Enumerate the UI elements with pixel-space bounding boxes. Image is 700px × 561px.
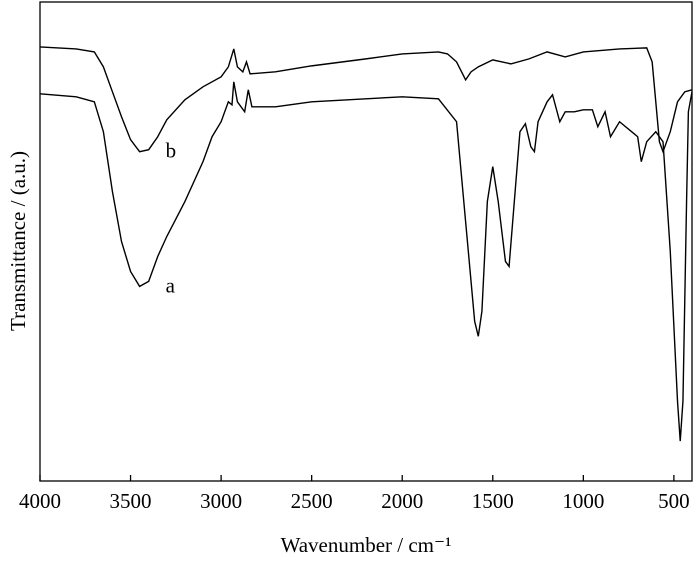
x-tick-label: 3500	[110, 489, 152, 513]
y-axis-label: Transmittance / (a.u.)	[6, 151, 30, 331]
x-axis-label: Wavenumber / cm⁻¹	[281, 533, 452, 557]
plot-frame	[39, 1, 693, 482]
x-tick-label: 500	[658, 489, 690, 513]
spectrum-line	[39, 46, 693, 154]
x-tick-label: 1000	[562, 489, 604, 513]
x-tick-label: 4000	[19, 489, 61, 513]
curve-label: a	[166, 273, 176, 297]
x-tick-label: 3000	[200, 489, 242, 513]
x-tick-label: 2000	[381, 489, 423, 513]
curve-label: b	[166, 139, 177, 163]
spectrum-line	[39, 81, 693, 442]
x-tick-label: 2500	[291, 489, 333, 513]
x-tick-label: 1500	[472, 489, 514, 513]
